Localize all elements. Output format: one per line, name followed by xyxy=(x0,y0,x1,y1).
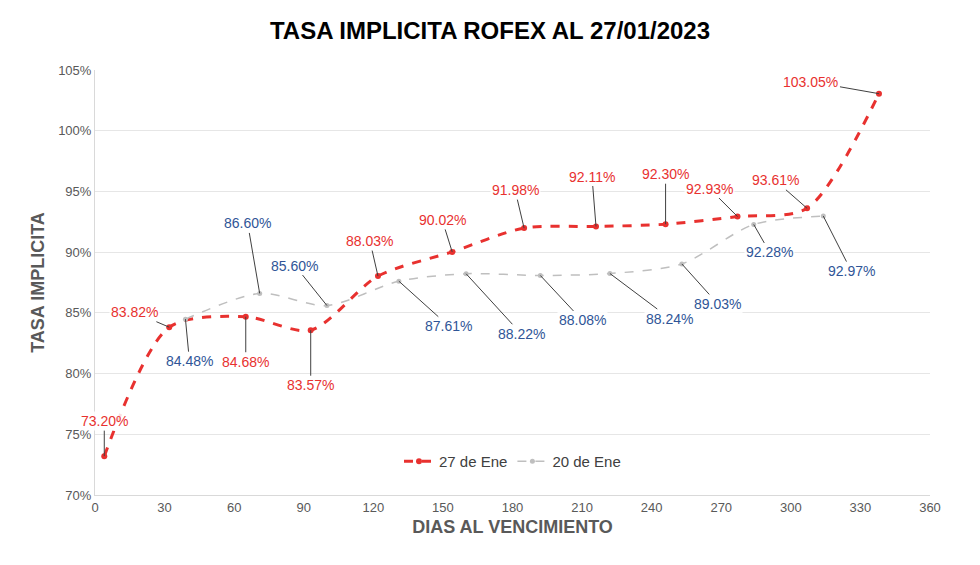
svg-text:330: 330 xyxy=(850,500,872,515)
svg-text:100%: 100% xyxy=(58,123,92,138)
svg-text:180: 180 xyxy=(502,500,524,515)
svg-text:90: 90 xyxy=(297,500,311,515)
svg-text:27 de Ene: 27 de Ene xyxy=(439,453,507,470)
svg-text:93.61%: 93.61% xyxy=(752,172,799,188)
svg-text:91.98%: 91.98% xyxy=(492,182,539,198)
svg-text:TASA IMPLICITA: TASA IMPLICITA xyxy=(28,212,48,353)
svg-text:84.68%: 84.68% xyxy=(222,354,269,370)
svg-text:70%: 70% xyxy=(65,488,91,503)
svg-text:89.03%: 89.03% xyxy=(694,296,741,312)
svg-text:85%: 85% xyxy=(65,305,91,320)
svg-text:270: 270 xyxy=(710,500,732,515)
svg-text:84.48%: 84.48% xyxy=(166,353,213,369)
svg-text:88.24%: 88.24% xyxy=(646,311,693,327)
svg-text:87.61%: 87.61% xyxy=(425,318,472,334)
svg-text:90.02%: 90.02% xyxy=(419,212,466,228)
svg-text:92.97%: 92.97% xyxy=(828,263,875,279)
svg-text:88.22%: 88.22% xyxy=(498,326,545,342)
svg-text:88.03%: 88.03% xyxy=(346,233,393,249)
svg-text:92.28%: 92.28% xyxy=(746,244,793,260)
svg-text:DIAS AL VENCIMIENTO: DIAS AL VENCIMIENTO xyxy=(412,517,613,537)
svg-text:150: 150 xyxy=(432,500,454,515)
svg-text:103.05%: 103.05% xyxy=(783,74,838,90)
svg-text:80%: 80% xyxy=(65,366,91,381)
svg-text:120: 120 xyxy=(362,500,384,515)
svg-text:88.08%: 88.08% xyxy=(559,312,606,328)
svg-text:92.11%: 92.11% xyxy=(569,169,615,185)
svg-text:30: 30 xyxy=(157,500,171,515)
svg-text:105%: 105% xyxy=(58,63,92,78)
svg-text:83.82%: 83.82% xyxy=(111,304,158,320)
svg-text:75%: 75% xyxy=(65,427,91,442)
svg-text:73.20%: 73.20% xyxy=(81,413,128,429)
svg-text:83.57%: 83.57% xyxy=(287,377,334,393)
svg-text:210: 210 xyxy=(571,500,593,515)
svg-text:TASA IMPLICITA ROFEX AL 27/01/: TASA IMPLICITA ROFEX AL 27/01/2023 xyxy=(270,17,710,44)
svg-text:90%: 90% xyxy=(65,245,91,260)
svg-text:86.60%: 86.60% xyxy=(224,215,271,231)
svg-text:92.30%: 92.30% xyxy=(642,166,689,182)
svg-text:95%: 95% xyxy=(65,184,91,199)
svg-text:20 de Ene: 20 de Ene xyxy=(552,453,620,470)
svg-text:92.93%: 92.93% xyxy=(686,181,733,197)
svg-text:85.60%: 85.60% xyxy=(271,258,318,274)
svg-text:360: 360 xyxy=(919,500,941,515)
svg-text:300: 300 xyxy=(780,500,802,515)
svg-text:60: 60 xyxy=(227,500,241,515)
svg-text:240: 240 xyxy=(641,500,663,515)
svg-text:0: 0 xyxy=(91,500,98,515)
